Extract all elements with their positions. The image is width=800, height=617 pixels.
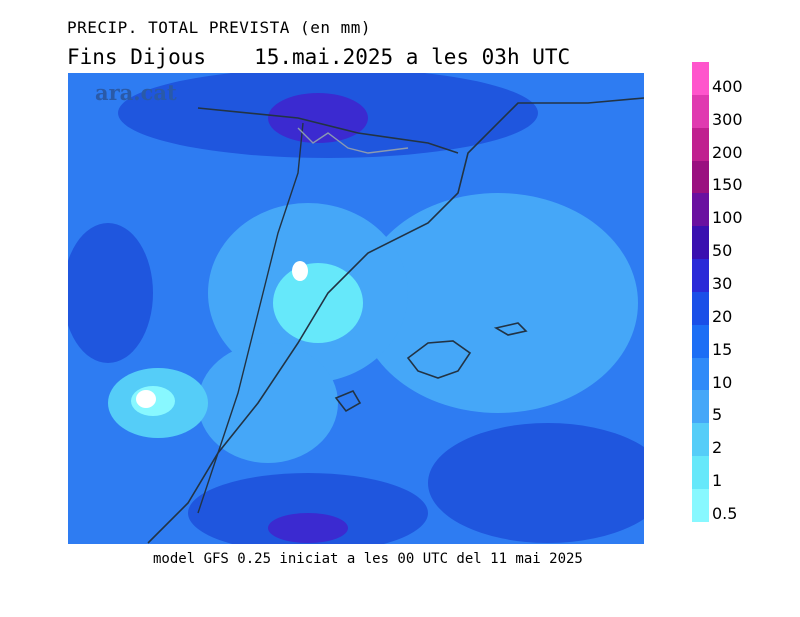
legend-label: 1	[712, 471, 723, 491]
precip-area-south	[188, 473, 428, 544]
period-label: Fins Dijous	[67, 45, 207, 69]
legend-label: 2	[712, 438, 723, 458]
precip-area-coast	[198, 343, 338, 463]
model-run-info: model GFS 0.25 iniciat a les 00 UTC del …	[153, 551, 583, 567]
legend-label: 30	[712, 274, 733, 293]
island-menorca	[493, 322, 528, 336]
legend-swatch	[692, 488, 709, 522]
legend-label: 15	[712, 339, 733, 359]
precip-area-south-core	[268, 513, 348, 543]
precip-area-pyrenees-core	[268, 93, 368, 143]
legend-swatch	[692, 324, 709, 358]
chart-title: PRECIP. TOTAL PREVISTA (en mm)	[67, 18, 371, 37]
legend-swatch	[692, 423, 709, 457]
color-scale-legend: 400 300 200 150 100 50 30 20 15 10 5 2 1 0.5	[692, 62, 743, 523]
legend-swatch	[692, 127, 709, 161]
precip-area-southeast	[428, 423, 644, 543]
island-ibiza	[334, 389, 362, 413]
precip-area-dry-spot-2	[292, 261, 308, 281]
legend-swatch	[692, 62, 709, 95]
border-france-spain	[197, 107, 459, 154]
legend-label: 20	[712, 306, 733, 326]
forecast-valid-time: Fins Dijous 15.mai.2025 a les 03h UTC	[67, 45, 570, 69]
precip-area-west	[68, 223, 153, 363]
legend-swatch	[692, 390, 709, 424]
precip-area-dry-spot-1	[136, 390, 156, 408]
precipitation-field	[68, 73, 644, 544]
border-catalonia-aragon	[197, 122, 304, 514]
legend-swatch	[692, 226, 709, 260]
legend-label: 10	[712, 372, 733, 392]
valid-datetime: 15.mai.2025 a les 03h UTC	[254, 45, 571, 69]
legend-swatch	[692, 357, 709, 391]
legend-label: 300	[712, 109, 743, 129]
legend-label: 0.5	[712, 504, 738, 523]
border-andorra	[297, 127, 409, 154]
precipitation-map	[68, 73, 644, 544]
precip-area-sea	[358, 193, 638, 413]
precip-area-inland-light	[273, 263, 363, 343]
legend-swatch	[692, 160, 709, 194]
legend-label: 5	[712, 405, 723, 425]
legend-swatch	[692, 259, 709, 292]
legend-label: 150	[712, 175, 743, 195]
legend-label: 100	[712, 208, 743, 228]
legend-label: 400	[712, 76, 743, 96]
legend-label: 200	[712, 142, 743, 162]
legend-swatch	[692, 193, 709, 227]
legend-swatch	[692, 291, 709, 325]
island-mallorca	[406, 340, 472, 379]
legend-label: 50	[712, 241, 733, 261]
legend-swatch	[692, 94, 709, 128]
watermark-logo: ara.cat	[95, 80, 177, 105]
legend-swatch	[692, 456, 709, 489]
